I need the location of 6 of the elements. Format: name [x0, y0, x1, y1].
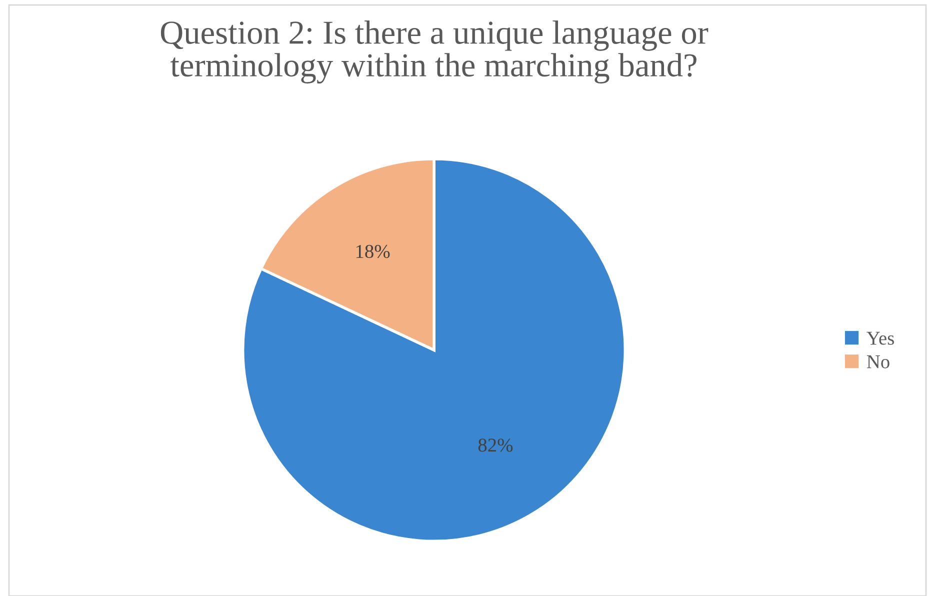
data-label: 18% [356, 244, 390, 258]
chart-title: Question 2: Is there a unique language or terminology within the marching band? [160, 20, 708, 84]
legend-label: No [866, 355, 890, 368]
data-label: 82% [478, 438, 513, 452]
pie-slice [241, 157, 627, 543]
legend-label: Yes [866, 332, 894, 345]
